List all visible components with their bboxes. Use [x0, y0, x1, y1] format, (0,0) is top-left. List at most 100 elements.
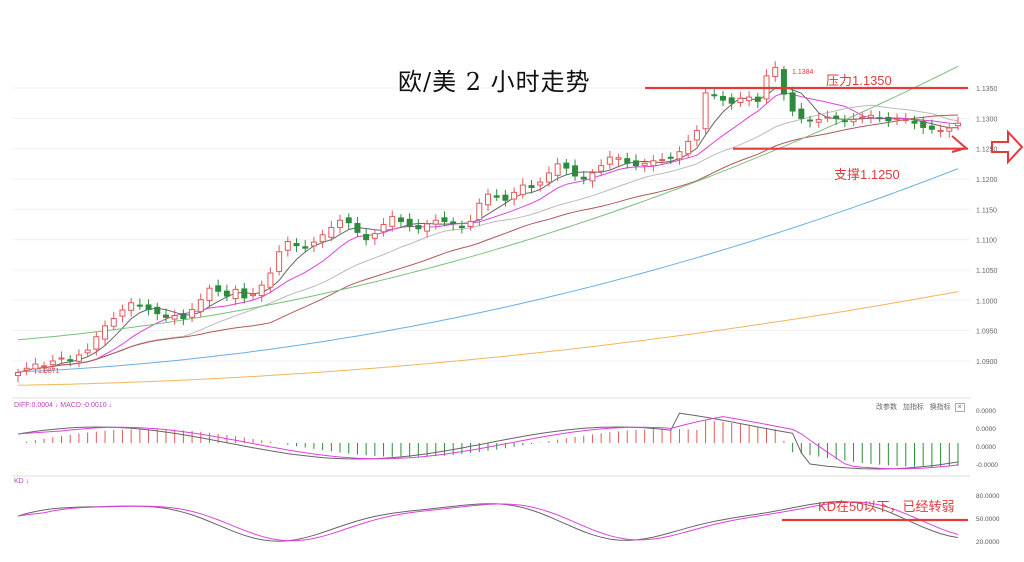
candle-body: [293, 243, 300, 247]
candle-body: [145, 304, 152, 310]
candle-body: [946, 127, 953, 132]
candle-body: [780, 69, 787, 95]
price-tick-label: 1.1250: [976, 147, 998, 154]
candle-body: [93, 336, 100, 350]
ma120-line: [17, 168, 959, 373]
macd-tick-label: 0.0000: [976, 444, 996, 451]
close-icon[interactable]: ×: [954, 403, 965, 412]
candle-body: [371, 233, 378, 239]
kd-tick-label: 80.0000: [976, 493, 1000, 500]
macd-tick-label: 0.0000: [976, 426, 996, 433]
candle-body: [937, 129, 944, 132]
candle-body: [476, 202, 483, 220]
candle-body: [136, 304, 143, 307]
switch-indicator-button[interactable]: 换指标: [929, 404, 951, 411]
candle-body: [789, 92, 796, 112]
candle-body: [128, 302, 135, 311]
candle-body: [676, 151, 683, 160]
candle-body: [911, 120, 918, 124]
candle-body: [519, 184, 526, 196]
macd-tick-label: 0.0000: [976, 408, 996, 415]
candle-body: [876, 117, 883, 120]
candle-body: [572, 165, 579, 177]
candle-body: [49, 360, 56, 366]
candle-body: [606, 156, 613, 165]
candle-body: [67, 359, 74, 362]
kd-panel: 80.0000 50.0000 20.0000: [12, 475, 1000, 546]
candle-body: [798, 108, 805, 119]
price-tick-label: 1.1150: [976, 207, 997, 214]
candle-body: [537, 181, 544, 186]
candle-body: [833, 115, 840, 119]
support-label: 支撑1.1250: [834, 167, 900, 182]
candle-body: [58, 357, 65, 360]
macd-diff-line: [17, 412, 959, 470]
macd-tick-label: -0.0000: [976, 462, 998, 469]
price-tick-label: 1.1350: [976, 86, 998, 93]
candle-body: [485, 193, 491, 206]
kd-d-line: [17, 501, 959, 542]
chart-title: 欧/美 2 小时走势: [398, 68, 591, 96]
candle-body: [397, 217, 404, 222]
candle-body: [598, 165, 605, 172]
macd-legend: DIFF:0.0004 ↓ MACD:-0.0010 ↓: [14, 402, 113, 409]
candle-body: [667, 156, 674, 159]
candle-body: [902, 119, 909, 122]
candle-body: [180, 313, 187, 320]
candle-body: [223, 290, 230, 297]
candle-body: [406, 218, 413, 227]
candle-body: [641, 162, 648, 166]
candle-body: [32, 363, 39, 370]
candle-body: [363, 234, 370, 241]
ma30-line: [17, 114, 959, 373]
candle-body: [554, 163, 561, 176]
price-tick-label: 1.1300: [976, 116, 998, 123]
candle-body: [728, 97, 735, 104]
candle-body: [737, 97, 744, 104]
resistance-label: 压力1.1350: [826, 73, 892, 88]
ma5-line: [17, 86, 958, 373]
candle-body: [580, 176, 587, 180]
candle-body: [319, 234, 326, 243]
candle-body: [215, 285, 222, 292]
kd-legend: KD ↓: [14, 478, 30, 485]
candle-body: [841, 120, 848, 123]
candle-body: [772, 66, 779, 77]
candle-body: [154, 306, 161, 315]
candle-body: [528, 185, 535, 188]
price-tick-label: 1.0900: [976, 359, 998, 366]
candle-body: [441, 217, 448, 222]
candle-body: [702, 92, 709, 130]
low-marker: 1.0871: [38, 368, 60, 375]
candle-body: [328, 227, 335, 238]
candle-body: [415, 225, 422, 230]
right-arrow-icon: [951, 129, 1024, 165]
candle-body: [354, 222, 361, 233]
candle-body: [15, 372, 21, 377]
edit-params-button[interactable]: 改参数: [876, 404, 897, 411]
candle-body: [84, 349, 91, 354]
candle-body: [754, 96, 761, 102]
kd-tick-label: 20.0000: [976, 539, 1000, 546]
candle-body: [75, 354, 82, 362]
price-tick-label: 1.1200: [976, 177, 998, 184]
candle-body: [720, 96, 726, 101]
candle-body: [258, 284, 265, 296]
candle-body: [685, 140, 692, 155]
candle-body: [659, 159, 666, 162]
price-tick-label: 1.1000: [976, 298, 998, 305]
high-marker: 1.1384: [792, 69, 814, 76]
candle-body: [102, 325, 109, 340]
candle-body: [650, 160, 657, 167]
candle-body: [119, 309, 126, 317]
candle-body: [615, 157, 622, 160]
candle-body: [23, 367, 30, 371]
candle-body: [189, 308, 196, 318]
candle-body: [589, 172, 596, 182]
candle-body: [171, 315, 178, 320]
add-indicator-button[interactable]: 加指标: [902, 404, 924, 411]
candle-body: [206, 287, 213, 301]
candle-body: [693, 129, 700, 141]
candle-body: [502, 194, 509, 201]
